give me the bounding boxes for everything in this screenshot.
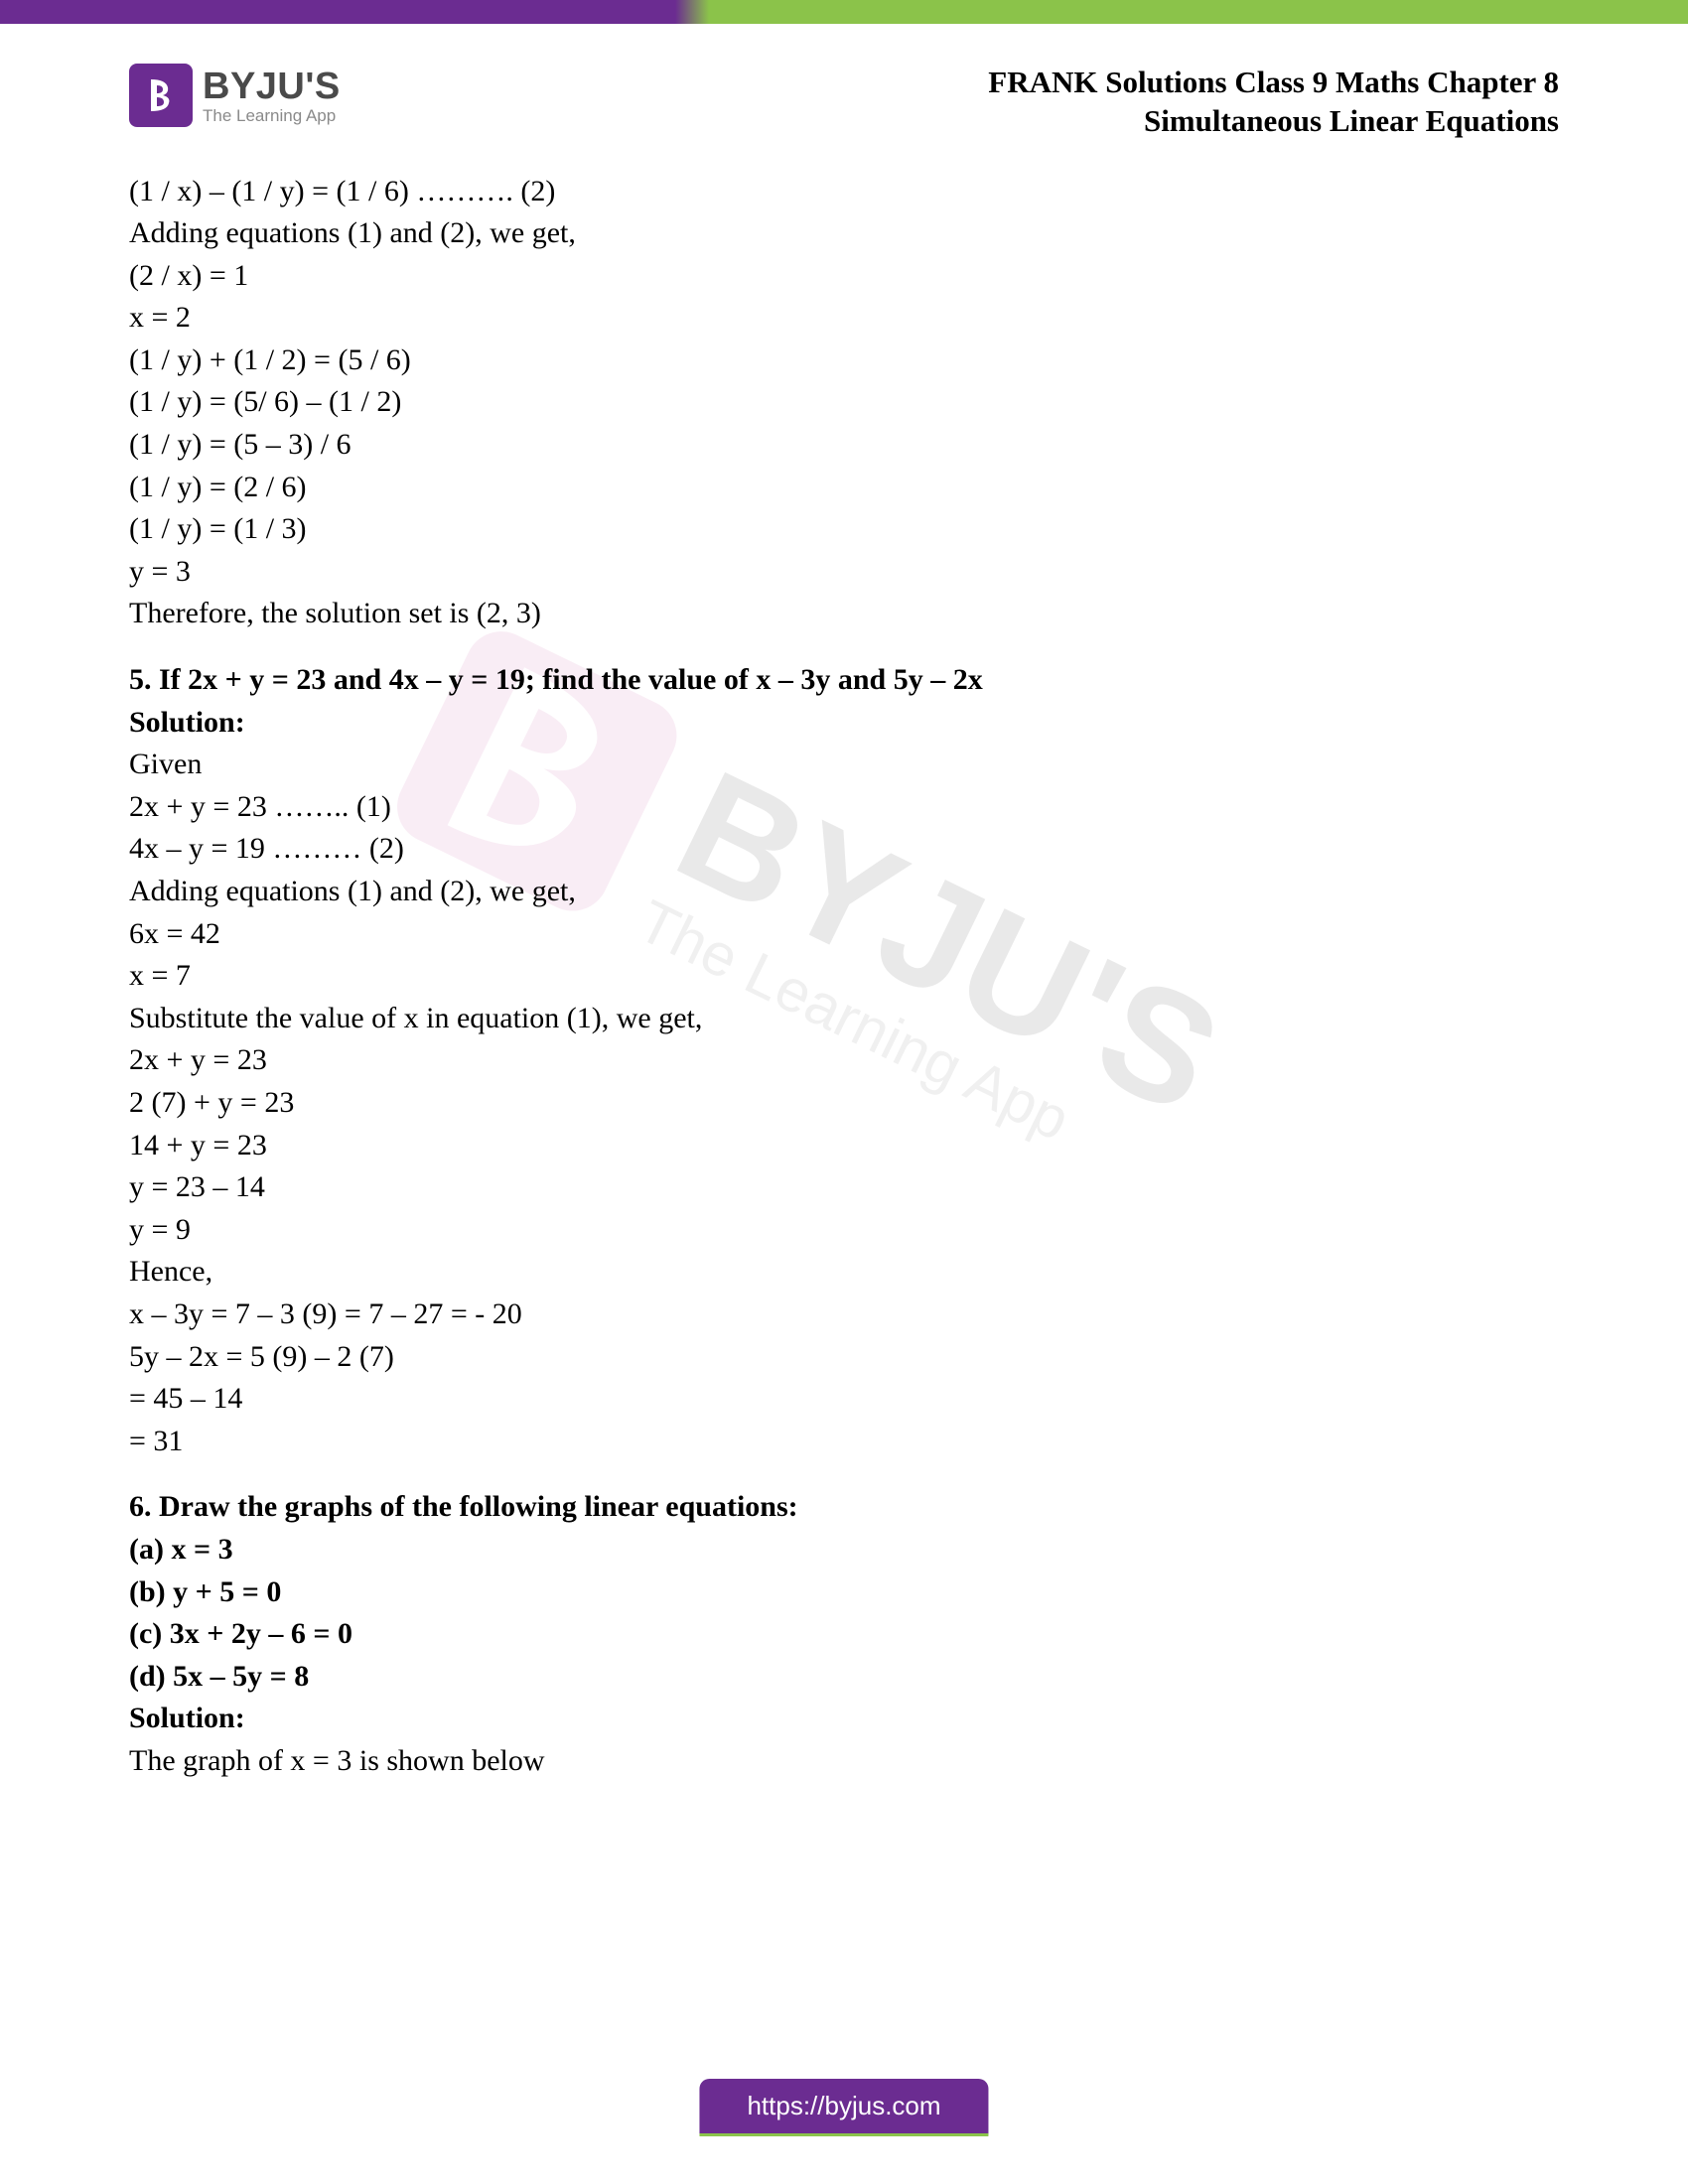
- eq-line: (2 / x) = 1: [129, 255, 1559, 298]
- eq-line: (1 / y) = (5 – 3) / 6: [129, 424, 1559, 467]
- eq-line: x = 7: [129, 955, 1559, 998]
- footer-url: https://byjus.com: [747, 2091, 940, 2120]
- logo-b-icon: [141, 75, 181, 115]
- eq-line: y = 23 – 14: [129, 1166, 1559, 1209]
- eq-line: x – 3y = 7 – 3 (9) = 7 – 27 = - 20: [129, 1294, 1559, 1336]
- eq-line: The graph of x = 3 is shown below: [129, 1740, 1559, 1783]
- eq-line: 6x = 42: [129, 913, 1559, 956]
- logo-badge: [129, 64, 193, 127]
- eq-line: 4x – y = 19 ……… (2): [129, 828, 1559, 871]
- question-5-title: 5. If 2x + y = 23 and 4x – y = 19; find …: [129, 659, 1559, 702]
- eq-line: Adding equations (1) and (2), we get,: [129, 871, 1559, 913]
- eq-line: 5y – 2x = 5 (9) – 2 (7): [129, 1336, 1559, 1379]
- eq-line: (1 / y) + (1 / 2) = (5 / 6): [129, 340, 1559, 382]
- q6-option-d: (d) 5x – 5y = 8: [129, 1656, 1559, 1699]
- eq-line: 2 (7) + y = 23: [129, 1082, 1559, 1125]
- question-6-title: 6. Draw the graphs of the following line…: [129, 1486, 1559, 1529]
- eq-line: y = 9: [129, 1209, 1559, 1252]
- chapter-title: FRANK Solutions Class 9 Maths Chapter 8 …: [988, 64, 1559, 141]
- spacer: [129, 1462, 1559, 1486]
- eq-line: (1 / y) = (1 / 3): [129, 508, 1559, 551]
- chapter-title-line1: FRANK Solutions Class 9 Maths Chapter 8: [988, 64, 1559, 102]
- eq-line: Adding equations (1) and (2), we get,: [129, 212, 1559, 255]
- eq-line: 14 + y = 23: [129, 1125, 1559, 1167]
- main-content: (1 / x) – (1 / y) = (1 / 6) ………. (2) Add…: [0, 161, 1688, 1783]
- chapter-title-line2: Simultaneous Linear Equations: [988, 102, 1559, 141]
- eq-line: 2x + y = 23 …….. (1): [129, 786, 1559, 829]
- eq-line: y = 3: [129, 551, 1559, 594]
- eq-line: Therefore, the solution set is (2, 3): [129, 593, 1559, 635]
- spacer: [129, 635, 1559, 659]
- solution-label: Solution:: [129, 702, 1559, 745]
- logo-title: BYJU'S: [203, 66, 341, 108]
- q6-option-b: (b) y + 5 = 0: [129, 1571, 1559, 1614]
- solution-label: Solution:: [129, 1698, 1559, 1740]
- eq-line: (1 / x) – (1 / y) = (1 / 6) ………. (2): [129, 171, 1559, 213]
- eq-line: 2x + y = 23: [129, 1039, 1559, 1082]
- eq-line: = 45 – 14: [129, 1378, 1559, 1421]
- eq-line: x = 2: [129, 297, 1559, 340]
- page-header: BYJU'S The Learning App FRANK Solutions …: [0, 24, 1688, 161]
- eq-line: Substitute the value of x in equation (1…: [129, 998, 1559, 1040]
- logo-text: BYJU'S The Learning App: [203, 66, 341, 126]
- top-accent-bar: [0, 0, 1688, 24]
- footer-url-pill[interactable]: https://byjus.com: [699, 2079, 988, 2136]
- q6-option-c: (c) 3x + 2y – 6 = 0: [129, 1613, 1559, 1656]
- eq-line: Hence,: [129, 1251, 1559, 1294]
- eq-line: (1 / y) = (5/ 6) – (1 / 2): [129, 381, 1559, 424]
- q6-option-a: (a) x = 3: [129, 1529, 1559, 1571]
- logo-area: BYJU'S The Learning App: [129, 64, 341, 127]
- eq-line: Given: [129, 744, 1559, 786]
- eq-line: = 31: [129, 1421, 1559, 1463]
- logo-subtitle: The Learning App: [203, 106, 341, 126]
- eq-line: (1 / y) = (2 / 6): [129, 467, 1559, 509]
